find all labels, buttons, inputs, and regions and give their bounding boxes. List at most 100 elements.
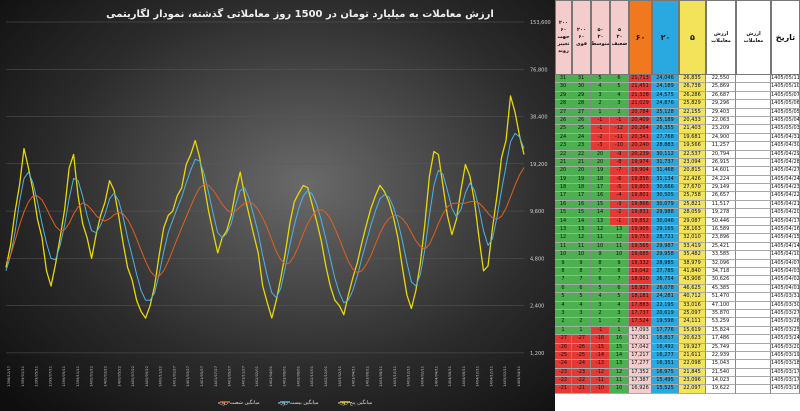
table-cell-c2: 6 [591, 276, 610, 285]
table-cell-c8 [736, 200, 771, 210]
x-tick-label: 1403/04/11 [352, 366, 356, 387]
table-cell-c1: 13 [572, 226, 591, 235]
table-cell-c4: 17,061 [629, 335, 652, 344]
table-cell-c5: 29,958 [652, 251, 679, 260]
table-cell-c9: 1405/04/10 [771, 251, 800, 260]
table-cell-c5: 28,883 [652, 142, 679, 151]
table-cell-c5: 17,776 [652, 326, 679, 336]
table-cell-c5: 28,721 [652, 234, 679, 243]
table-cell-c3: 10 [610, 251, 629, 260]
x-tick-label: 1404/08/11 [462, 366, 466, 387]
table-cell-c4: 19,852 [629, 217, 652, 227]
table-cell-c8 [736, 267, 771, 277]
table-cell-c2: 4 [591, 83, 610, 92]
table-cell-c3: -3 [610, 200, 629, 210]
x-tick-label: 1403/06/11 [365, 366, 369, 387]
table-cell-c7: 50,446 [706, 217, 736, 227]
table-cell-c5: 15,525 [652, 385, 679, 394]
table-cell-c1: 25 [572, 125, 591, 134]
table-cell-c7: 45,385 [706, 284, 736, 294]
table-cell-c7: 14,023 [706, 377, 736, 386]
table-cell-c1: 4 [572, 301, 591, 310]
table-cell-c7: 22,939 [706, 351, 736, 361]
table-cell-c2: 19 [591, 167, 610, 176]
table-cell-c0: 1 [555, 326, 572, 336]
table-cell-c8 [736, 251, 771, 260]
table-row: 17 17 16 -4 19,801 30,505 25,758 26,657 1405/04/… [555, 192, 800, 201]
table-cell-c2: 5 [591, 75, 610, 84]
table-cell-c0: 23 [555, 142, 572, 151]
y-tick-label: 4,800 [530, 256, 544, 262]
table-cell-c3: 10 [610, 385, 629, 394]
table-cell-c4: 19,685 [629, 251, 652, 260]
x-tick-label: 1400/01/22 [90, 366, 94, 387]
table-cell-c4: 19,565 [629, 242, 652, 252]
table-cell-c0: 2 [555, 318, 572, 327]
table-cell-c6: 32,010 [679, 234, 706, 243]
table-cell-c3: 4 [610, 301, 629, 310]
table-cell-c2: 18 [591, 175, 610, 185]
table-cell-c3: -6 [610, 175, 629, 185]
table-cell-c9: 1405/05/11 [771, 75, 800, 84]
table-cell-c1: 31 [572, 75, 591, 84]
table-cell-c8 [736, 326, 771, 336]
y-axis-ticks: 1,200 2,400 4,800 9,600 19,200 38,400 76,800 15… [530, 20, 551, 357]
table-cell-c0: 19 [555, 175, 572, 185]
table-cell-c1: 14 [572, 217, 591, 227]
table-row: 29 29 3 4 21,328 24,575 26,286 26,687 1405/05/07 [555, 91, 800, 101]
table-cell-c4: 19,974 [629, 158, 652, 168]
table-cell-c3: 6 [610, 284, 629, 294]
x-tick-label: 1404/12/11 [489, 366, 493, 387]
header-trend-change: ۲۰۰ ۶۰ جهت تغییر روند [555, 0, 572, 75]
table-cell-c1: 30 [572, 83, 591, 92]
table-cell-c1: 7 [572, 276, 591, 285]
x-tick-label: 1401/07/27 [214, 366, 218, 387]
table-cell-c7: 30,626 [706, 276, 736, 285]
table-cell-c8 [736, 133, 771, 143]
table-cell-c4: 19,332 [629, 259, 652, 268]
table-cell-c8 [736, 100, 771, 109]
table-cell-c4: 17,883 [629, 301, 652, 310]
header-ma5: ۵ [679, 0, 706, 75]
table-cell-c2: -16 [591, 335, 610, 344]
header-weak: ۵ ۲۰ ضعیف [610, 0, 629, 75]
table-cell-c9: 1405/04/23 [771, 184, 800, 193]
table-cell-c3: -1 [610, 116, 629, 126]
table-row: 5 5 4 5 18,181 24,281 40,712 51,470 1405/03/31 [555, 293, 800, 302]
table-cell-c8 [736, 318, 771, 327]
table-cell-c1: 12 [572, 234, 591, 243]
table-cell-c7: 19,622 [706, 385, 736, 394]
moving-average-table: ۲۰۰ ۶۰ جهت تغییر روند ۲۰۰ ۶۰ قوی ۵۰ ۲۰ م… [555, 0, 800, 411]
table-cell-c9: 1405/04/24 [771, 175, 800, 185]
table-cell-c5: 27,785 [652, 267, 679, 277]
table-cell-c6: 29,087 [679, 217, 706, 227]
table-cell-c4: 16,926 [629, 385, 652, 394]
x-tick-label: 1400/11/22 [159, 366, 163, 387]
table-cell-c0: 30 [555, 83, 572, 92]
table-cell-c4: 20,264 [629, 125, 652, 134]
table-cell-c3: 9 [610, 259, 629, 268]
table-cell-c8 [736, 142, 771, 151]
table-cell-c4: 19,905 [629, 226, 652, 235]
x-tick-label: 1402/06/01 [283, 366, 287, 387]
table-cell-c6: 22,537 [679, 150, 706, 159]
table-cell-c9: 1405/03/19 [771, 351, 800, 361]
table-cell-c4: 17,352 [629, 368, 652, 378]
table-cell-c0: -23 [555, 368, 572, 378]
table-cell-c2: 11 [591, 234, 610, 243]
table-cell-c7: 35,870 [706, 309, 736, 319]
table-row: 4 4 3 4 17,883 22,195 33,016 47,100 1405/03/30 [555, 301, 800, 310]
table-cell-c8 [736, 284, 771, 294]
y-tick-label: 153,600 [530, 20, 551, 26]
x-tick-label: 1401/03/27 [186, 366, 190, 387]
table-cell-c0: 24 [555, 133, 572, 143]
table-cell-c2: -11 [591, 377, 610, 386]
table-row: 30 30 4 5 21,451 24,189 26,738 25,869 1405/05/10 [555, 83, 800, 92]
table-cell-c6: 46,625 [679, 284, 706, 294]
table-row: 3 3 2 3 17,737 20,619 25,097 35,870 1405/03/27 [555, 309, 800, 319]
table-cell-c8 [736, 125, 771, 134]
table-cell-c8 [736, 209, 771, 218]
table-cell-c6: 23,096 [679, 377, 706, 386]
table-cell-c4: 17,387 [629, 377, 652, 386]
table-cell-c4: 20,239 [629, 150, 652, 159]
